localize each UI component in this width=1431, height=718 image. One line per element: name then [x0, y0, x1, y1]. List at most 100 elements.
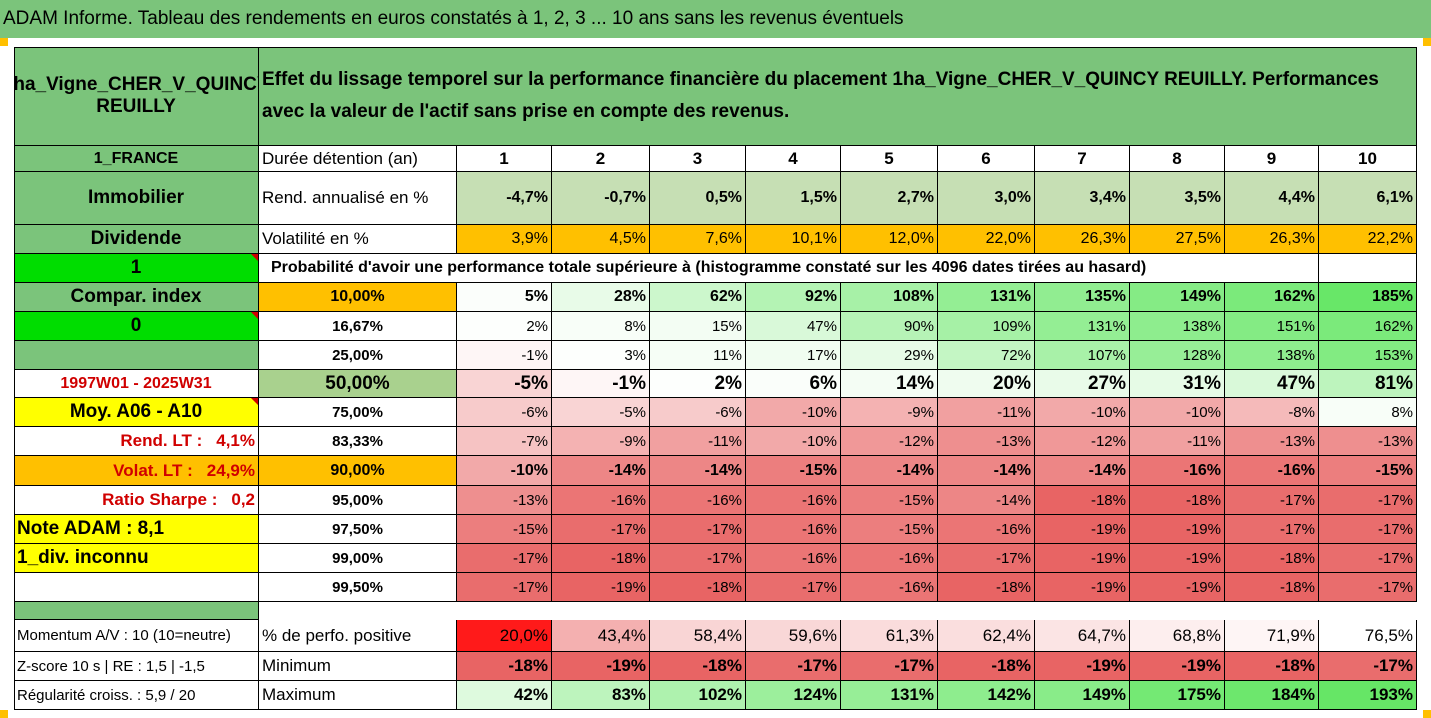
minimum-value: -19%	[1130, 652, 1225, 681]
quantile-value: -11%	[650, 427, 746, 456]
compar-index-label: Compar. index	[14, 283, 259, 312]
duration-label: Durée détention (an)	[259, 146, 457, 172]
quantile-label: 95,00%	[259, 486, 457, 515]
quantile-value: -14%	[1035, 456, 1130, 486]
quantile-value: 8%	[1319, 398, 1417, 427]
quantile-value: -15%	[1319, 456, 1417, 486]
asset-name: 1ha_Vigne_CHER_V_QUINCY REUILLY	[14, 47, 259, 146]
quantile-value: 138%	[1225, 341, 1319, 370]
quantile-value: 109%	[938, 312, 1035, 341]
quantile-value: 47%	[1225, 370, 1319, 398]
sharpe-text: Ratio Sharpe :	[102, 490, 218, 509]
quantile-value: -15%	[457, 515, 552, 544]
rend-value: 0,5%	[650, 172, 746, 225]
minimum-value: -18%	[457, 652, 552, 681]
note-adam: Note ADAM : 8,1	[14, 515, 259, 544]
pct-positive-value: 59,6%	[746, 620, 841, 652]
quantile-value: 29%	[841, 341, 938, 370]
maximum-value: 184%	[1225, 681, 1319, 710]
maximum-value: 131%	[841, 681, 938, 710]
quantile-value: -1%	[457, 341, 552, 370]
pct-positive-value: 71,9%	[1225, 620, 1319, 652]
quantile-value: -10%	[457, 456, 552, 486]
sharpe-value: 0,2	[231, 490, 255, 509]
quantile-value: -13%	[1225, 427, 1319, 456]
quantile-value: 108%	[841, 283, 938, 312]
quantile-label: 90,00%	[259, 456, 457, 486]
quantile-value: -14%	[938, 486, 1035, 515]
rend-value: 3,0%	[938, 172, 1035, 225]
quantile-value: 5%	[457, 283, 552, 312]
quantile-value: -16%	[746, 486, 841, 515]
quantile-value: -17%	[650, 544, 746, 573]
quantile-label: 99,50%	[259, 573, 457, 602]
year-header: 1	[457, 146, 552, 172]
quantile-value: -16%	[650, 486, 746, 515]
quantile-value: -18%	[552, 544, 650, 573]
quantile-value: -19%	[1035, 515, 1130, 544]
quantile-value: -13%	[938, 427, 1035, 456]
quantile-value: -18%	[1035, 486, 1130, 515]
minimum-value: -17%	[1319, 652, 1417, 681]
rend-value: 3,5%	[1130, 172, 1225, 225]
quantile-value: -16%	[841, 573, 938, 602]
quantile-value: -19%	[1035, 573, 1130, 602]
quantile-value: -16%	[746, 544, 841, 573]
quantile-label: 25,00%	[259, 341, 457, 370]
quantile-value: 153%	[1319, 341, 1417, 370]
year-header: 9	[1225, 146, 1319, 172]
pct-positive-value: 61,3%	[841, 620, 938, 652]
quantile-value: -16%	[938, 515, 1035, 544]
compar-index-value: 0	[14, 312, 259, 341]
quantile-value: -19%	[552, 573, 650, 602]
volat-value: 4,5%	[552, 225, 650, 254]
quantile-value: -9%	[552, 427, 650, 456]
year-header: 4	[746, 146, 841, 172]
quantile-value: -18%	[650, 573, 746, 602]
quantile-value: -17%	[650, 515, 746, 544]
quantile-value: 11%	[650, 341, 746, 370]
div-status: 1_div. inconnu	[14, 544, 259, 573]
period-label: 1997W01 - 2025W31	[14, 370, 259, 398]
volat-value: 12,0%	[841, 225, 938, 254]
volat-lt: Volat. LT : 24,9%	[14, 456, 259, 486]
quantile-value: -17%	[1319, 486, 1417, 515]
quantile-value: -18%	[938, 573, 1035, 602]
sharpe: Ratio Sharpe : 0,2	[14, 486, 259, 515]
rend-value: 2,7%	[841, 172, 938, 225]
year-header: 6	[938, 146, 1035, 172]
quantile-value: -14%	[552, 456, 650, 486]
quantile-value: -16%	[841, 544, 938, 573]
quantile-value: -10%	[746, 398, 841, 427]
pct-positive-value: 68,8%	[1130, 620, 1225, 652]
maximum-value: 149%	[1035, 681, 1130, 710]
rend-value: 6,1%	[1319, 172, 1417, 225]
maximum-value: 124%	[746, 681, 841, 710]
zscore-label: Z-score 10 s | RE : 1,5 | -1,5	[14, 652, 259, 681]
category-label: Immobilier	[14, 172, 259, 225]
quantile-value: -17%	[1225, 515, 1319, 544]
minimum-label: Minimum	[259, 652, 457, 681]
volat-lt-value: 24,9%	[206, 460, 255, 480]
quantile-value: -15%	[841, 486, 938, 515]
pct-positive-value: 43,4%	[552, 620, 650, 652]
maximum-label: Maximum	[259, 681, 457, 710]
quantile-value: -17%	[457, 573, 552, 602]
quantile-value: -16%	[552, 486, 650, 515]
rend-value: 4,4%	[1225, 172, 1319, 225]
minimum-value: -19%	[1035, 652, 1130, 681]
quantile-value: -10%	[746, 427, 841, 456]
corner-marker	[1423, 38, 1431, 46]
quantile-value: -17%	[1319, 515, 1417, 544]
quantile-label: 50,00%	[259, 370, 457, 398]
dividend-value: 1	[14, 254, 259, 283]
quantile-label: 16,67%	[259, 312, 457, 341]
quantile-value: 90%	[841, 312, 938, 341]
maximum-value: 175%	[1130, 681, 1225, 710]
volat-value: 7,6%	[650, 225, 746, 254]
maximum-value: 102%	[650, 681, 746, 710]
quantile-value: 151%	[1225, 312, 1319, 341]
pct-positive-value: 76,5%	[1319, 620, 1417, 652]
volat-value: 22,2%	[1319, 225, 1417, 254]
